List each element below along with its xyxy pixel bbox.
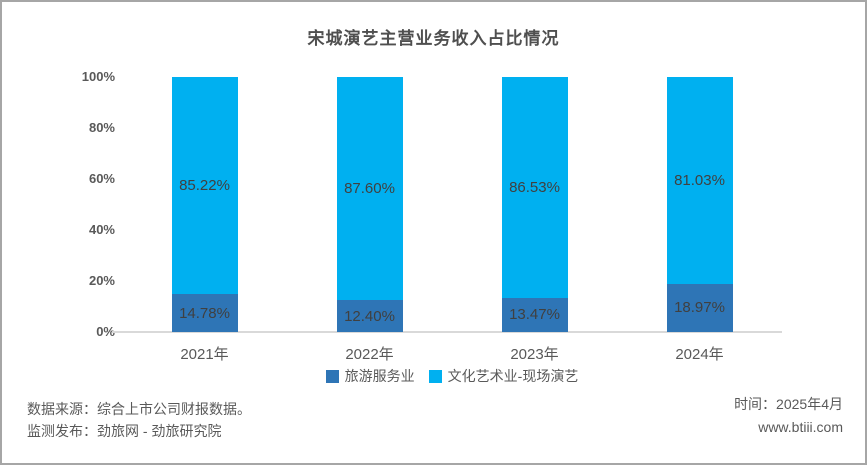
legend-swatch-icon xyxy=(428,369,442,383)
stacked-bar-2022年: 87.60% 12.40% xyxy=(336,77,403,332)
bar-segment-label: 86.53% xyxy=(509,178,560,196)
x-axis-line xyxy=(112,331,782,333)
bar-segment-label: 87.60% xyxy=(344,180,395,198)
bar-segment: 12.40% xyxy=(336,300,403,332)
bar-segment: 86.53% xyxy=(501,77,568,298)
y-axis-tick-label: 40% xyxy=(88,222,115,237)
stacked-bar-2024年: 81.03% 18.97% xyxy=(666,77,733,332)
footer-time-block: 时间：2025年4月 www.btiii.com xyxy=(734,393,843,439)
y-axis-tick-label: 80% xyxy=(88,120,115,135)
stacked-bar-2023年: 86.53% 13.47% xyxy=(501,77,568,332)
bar-segment-label: 85.22% xyxy=(179,177,230,195)
y-axis-tick-label: 100% xyxy=(81,69,115,84)
legend-label: 文化艺术业-现场演艺 xyxy=(447,368,579,384)
x-axis-label: 2023年 xyxy=(510,346,559,363)
y-axis-tick-label: 60% xyxy=(88,171,115,186)
y-axis-tick-label: 0% xyxy=(96,324,115,339)
time-text: 时间：2025年4月 xyxy=(734,396,843,412)
x-axis-label: 2021年 xyxy=(180,346,229,363)
legend-label: 旅游服务业 xyxy=(344,368,415,384)
y-axis-tick-label: 20% xyxy=(88,273,115,288)
bar-segment: 13.47% xyxy=(501,297,568,332)
bar-segment-label: 13.47% xyxy=(509,306,560,324)
bar-segment-label: 14.78% xyxy=(179,304,230,322)
plot-area: 85.22% 14.78% 87.60% 12.40% 86.53% 13.47% 81.0… xyxy=(122,77,782,332)
bar-segment: 14.78% xyxy=(171,294,238,332)
bar-segment: 85.22% xyxy=(171,77,238,295)
bar-segment: 18.97% xyxy=(666,283,733,332)
bar-segment: 81.03% xyxy=(666,77,733,284)
chart-title: 宋城演艺主营业务收入占比情况 xyxy=(307,29,560,48)
bar-segment-label: 81.03% xyxy=(674,171,725,189)
stacked-bar-2021年: 85.22% 14.78% xyxy=(171,77,238,332)
legend-item: 文化艺术业-现场演艺 xyxy=(428,366,579,386)
publisher-text: 监测发布：劲旅网 - 劲旅研究院 xyxy=(27,423,222,439)
data-source-text: 数据来源：综合上市公司财报数据。 xyxy=(27,401,251,417)
x-axis-labels: 2021年 2022年 2023年 2024年 xyxy=(122,343,782,364)
website-text: www.btiii.com xyxy=(758,419,843,435)
legend-swatch-icon xyxy=(325,369,339,383)
bar-segment: 87.60% xyxy=(336,77,403,301)
legend-item: 旅游服务业 xyxy=(325,366,415,386)
x-axis-label: 2024年 xyxy=(675,346,724,363)
bar-segment-label: 12.40% xyxy=(344,307,395,325)
footer-source-block: 数据来源：综合上市公司财报数据。 监测发布：劲旅网 - 劲旅研究院 xyxy=(27,398,251,442)
legend: 旅游服务业 文化艺术业-现场演艺 xyxy=(122,366,782,386)
x-axis-label: 2022年 xyxy=(345,346,394,363)
bar-segment-label: 18.97% xyxy=(674,299,725,317)
